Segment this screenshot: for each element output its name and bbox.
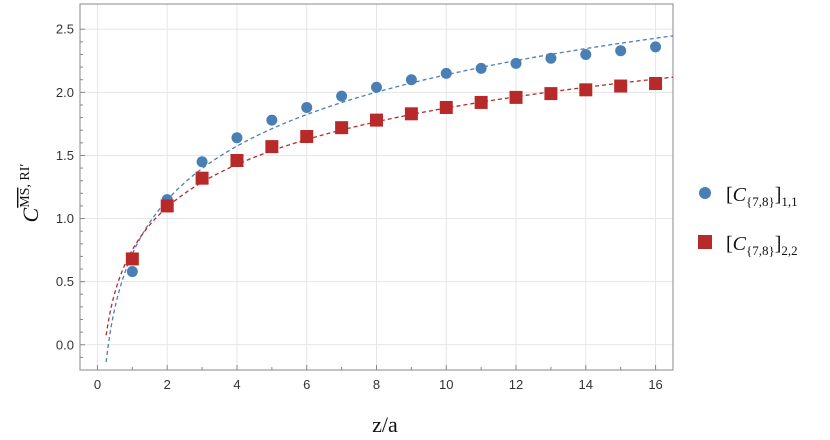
x-tick-label: 2 [164, 377, 171, 392]
data-point-series-1 [440, 67, 452, 79]
data-point-series-1 [510, 57, 522, 69]
data-point-series-1 [580, 48, 592, 60]
y-tick-label: 0.0 [56, 337, 74, 352]
data-point-series-2 [370, 113, 383, 127]
svg-text:[C{7,8}]1,1: [C{7,8}]1,1 [726, 184, 798, 209]
data-point-series-2 [335, 121, 349, 135]
legend-marker-square [698, 235, 712, 249]
data-point-series-1 [545, 52, 557, 64]
data-point-series-2 [160, 199, 174, 213]
legend-item-series-2: [C{7,8}]2,2 [698, 233, 798, 258]
x-axis-title: z/a [372, 412, 398, 437]
data-point-series-1 [615, 45, 627, 57]
data-point-series-2 [509, 90, 523, 104]
data-point-series-2 [649, 77, 663, 91]
fit-curve-series-1 [105, 35, 673, 362]
legend: [C{7,8}]1,1 [C{7,8}]2,2 [698, 184, 798, 258]
data-point-series-2 [230, 153, 244, 167]
y-tick-label: 1.5 [56, 148, 74, 163]
legend-label-1-sub1: {7,8} [746, 194, 775, 209]
legend-label-2-close: ] [775, 233, 782, 255]
y-axis-title-main: C [18, 207, 43, 222]
data-point-series-1 [405, 74, 417, 86]
data-point-series-2 [579, 83, 593, 97]
legend-label-2-sub1: {7,8} [746, 243, 775, 258]
y-axis-title-sup-ms: MS [18, 188, 33, 208]
data-point-series-1 [336, 90, 348, 102]
y-tick-label: 2.0 [56, 85, 74, 100]
legend-label-2-sub2: 2,2 [781, 243, 797, 258]
data-point-series-2 [404, 107, 418, 121]
data-point-series-2 [439, 100, 453, 114]
y-tick-label: 2.5 [56, 22, 74, 37]
x-tick-label: 14 [579, 377, 593, 392]
x-tick-label: 10 [439, 377, 453, 392]
data-point-series-2 [544, 87, 558, 101]
data-point-series-1 [231, 132, 243, 144]
data-point-series-1 [475, 62, 487, 74]
data-point-series-2 [195, 171, 209, 185]
axis-ticks: 0 2 4 6 8 10 12 14 16 0.0 0.5 1.0 1.5 2.0 2.5 [56, 22, 663, 392]
data-point-series-1 [301, 101, 313, 113]
y-axis-title: CMS, RI′ [18, 164, 43, 223]
svg-text:CMS, RI′: CMS, RI′ [18, 164, 43, 223]
data-point-series-1 [371, 81, 382, 93]
data-point-series-2 [265, 140, 279, 154]
data-markers [125, 41, 663, 278]
data-point-series-2 [125, 252, 139, 266]
fit-curve-series-2 [105, 76, 673, 336]
legend-marker-circle [699, 187, 711, 199]
x-tick-label: 16 [648, 377, 662, 392]
legend-label-2-main: [C [726, 233, 747, 255]
data-point-series-2 [474, 95, 488, 109]
legend-item-series-1: [C{7,8}]1,1 [699, 184, 798, 209]
data-point-series-1 [266, 114, 278, 126]
legend-label-1-main: [C [726, 184, 747, 206]
fit-curves [105, 35, 673, 362]
x-tick-label: 0 [94, 377, 101, 392]
y-tick-label: 0.5 [56, 274, 74, 289]
y-axis-title-sup-ri: , RI′ [18, 164, 33, 188]
data-point-series-1 [650, 41, 662, 53]
data-point-series-1 [196, 156, 208, 168]
data-point-series-1 [126, 266, 138, 278]
data-point-series-2 [300, 130, 314, 144]
legend-label-1-sub2: 1,1 [781, 194, 797, 209]
x-tick-label: 8 [373, 377, 380, 392]
y-tick-label: 1.0 [56, 211, 74, 226]
legend-label-1-close: ] [775, 184, 782, 206]
x-tick-label: 4 [233, 377, 240, 392]
data-point-series-2 [614, 79, 628, 93]
svg-text:[C{7,8}]2,2: [C{7,8}]2,2 [726, 233, 798, 258]
x-tick-label: 6 [303, 377, 310, 392]
x-tick-label: 12 [509, 377, 523, 392]
